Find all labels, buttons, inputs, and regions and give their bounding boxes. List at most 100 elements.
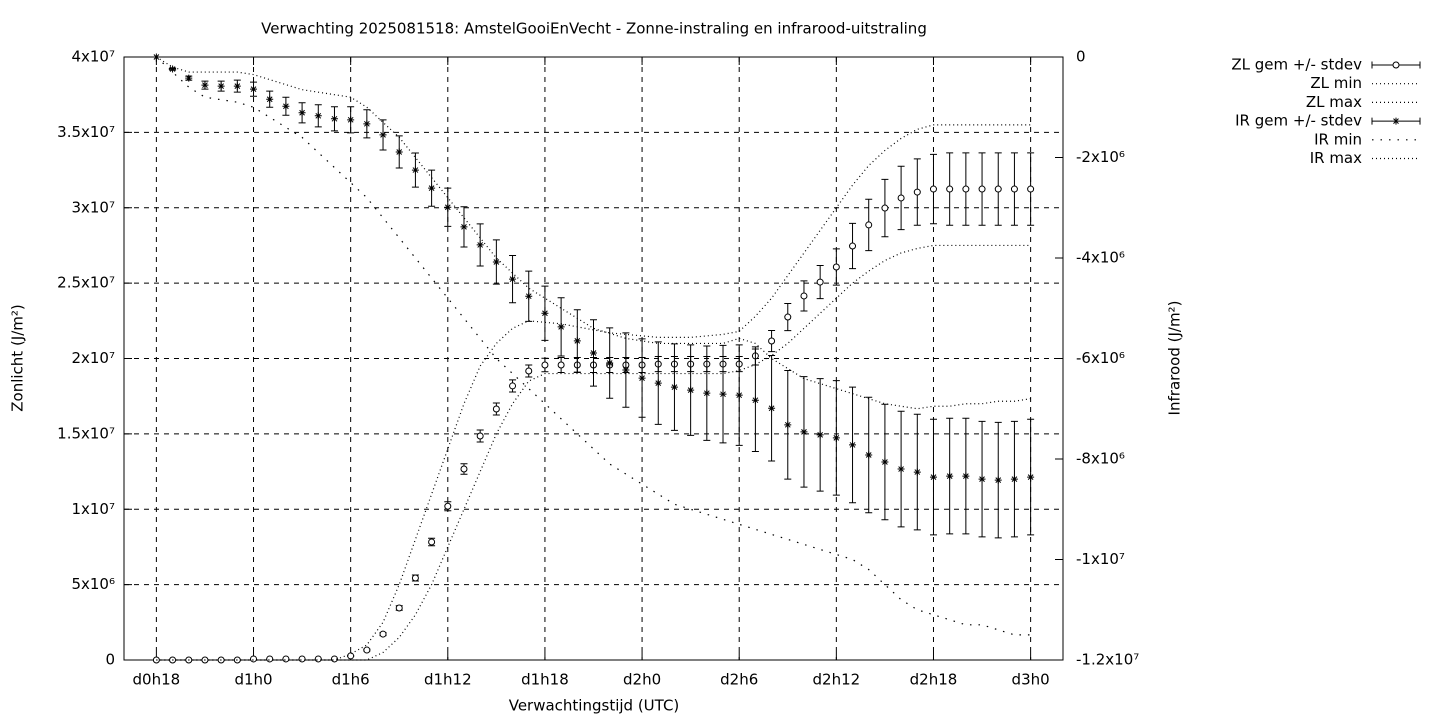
marker [411, 166, 419, 174]
legend-marker [1392, 61, 1400, 69]
marker [1027, 473, 1035, 481]
marker [509, 382, 517, 390]
marker [233, 82, 241, 90]
marker [169, 65, 177, 73]
marker [476, 241, 484, 249]
marker [379, 131, 387, 139]
marker [201, 81, 209, 89]
marker [541, 361, 549, 369]
legend-label: IR min [1314, 130, 1362, 148]
marker [152, 53, 160, 61]
y-tick-label: 1x10⁷ [71, 500, 115, 518]
marker [638, 374, 646, 382]
marker [994, 185, 1002, 193]
y2-tick-label: -4x10⁶ [1076, 249, 1125, 267]
marker [185, 74, 193, 82]
marker [881, 204, 889, 212]
x-tick-label: d1h18 [521, 671, 569, 689]
y-tick-label: 5x10⁶ [71, 575, 115, 593]
marker [444, 203, 452, 211]
y-tick-label: 2.5x10⁷ [57, 274, 115, 292]
marker [363, 120, 371, 128]
marker [800, 428, 808, 436]
y2-tick-label: -1x10⁷ [1076, 550, 1125, 568]
x-axis-label: Verwachtingstijd (UTC) [509, 697, 680, 715]
x-tick-label: d2h6 [720, 671, 758, 689]
marker [460, 465, 468, 473]
marker [541, 309, 549, 317]
y-tick-label: 3x10⁷ [71, 198, 115, 216]
y2-tick-label: -1.2x10⁷ [1076, 651, 1139, 669]
series-line [155, 56, 1031, 636]
x-tick-label: d1h12 [424, 671, 472, 689]
marker [314, 655, 322, 663]
marker [460, 223, 468, 231]
marker [913, 468, 921, 476]
marker [1010, 475, 1018, 483]
marker [719, 390, 727, 398]
x-tick-label: d2h18 [910, 671, 958, 689]
marker [881, 458, 889, 466]
marker [250, 85, 258, 93]
marker [703, 389, 711, 397]
marker [849, 242, 857, 250]
marker [687, 386, 695, 394]
marker [962, 185, 970, 193]
legend-label: ZL min [1310, 74, 1362, 92]
y-axis-label: Zonlicht (J/m²) [9, 304, 27, 412]
legend-label: ZL gem +/- stdev [1231, 56, 1362, 74]
marker [476, 432, 484, 440]
marker [832, 263, 840, 271]
chart-title: Verwachting 2025081518: AmstelGooiEnVech… [261, 20, 927, 38]
marker [784, 313, 792, 321]
marker [298, 655, 306, 663]
marker [800, 292, 808, 300]
legend-label: ZL max [1306, 93, 1362, 111]
marker [768, 404, 776, 412]
marker [282, 655, 290, 663]
y2-tick-label: -6x10⁶ [1076, 349, 1125, 367]
legend-marker [1393, 117, 1399, 125]
marker [913, 188, 921, 196]
marker [994, 476, 1002, 484]
marker [735, 391, 743, 399]
marker [492, 258, 500, 266]
marker [978, 185, 986, 193]
marker [217, 82, 225, 90]
marker [282, 102, 290, 110]
marker [606, 359, 614, 367]
marker [865, 221, 873, 229]
marker [347, 652, 355, 660]
marker [897, 465, 905, 473]
marker [266, 655, 274, 663]
marker [557, 361, 565, 369]
y2-tick-label: -8x10⁶ [1076, 450, 1125, 468]
marker [590, 349, 597, 357]
marker [832, 434, 840, 442]
marker [428, 184, 436, 192]
marker [816, 278, 824, 286]
y2-axis-label: Infrarood (J/m²) [1166, 301, 1184, 416]
marker [865, 451, 873, 459]
legend-label: IR max [1310, 149, 1362, 167]
marker [1027, 185, 1035, 193]
marker [622, 366, 630, 374]
marker [347, 116, 355, 124]
marker [654, 379, 662, 387]
marker [751, 396, 759, 404]
x-tick-label: d0h18 [133, 671, 181, 689]
marker [314, 112, 322, 120]
marker [557, 323, 565, 331]
marker [298, 109, 306, 117]
y-tick-label: 4x10⁷ [71, 48, 115, 66]
marker [363, 646, 371, 654]
marker [929, 185, 937, 193]
marker [946, 472, 954, 480]
plot-frame [123, 56, 1064, 661]
x-tick-label: d2h0 [623, 671, 661, 689]
x-tick-label: d1h0 [234, 671, 272, 689]
marker [525, 367, 533, 375]
y2-tick-label: 0 [1076, 48, 1086, 66]
